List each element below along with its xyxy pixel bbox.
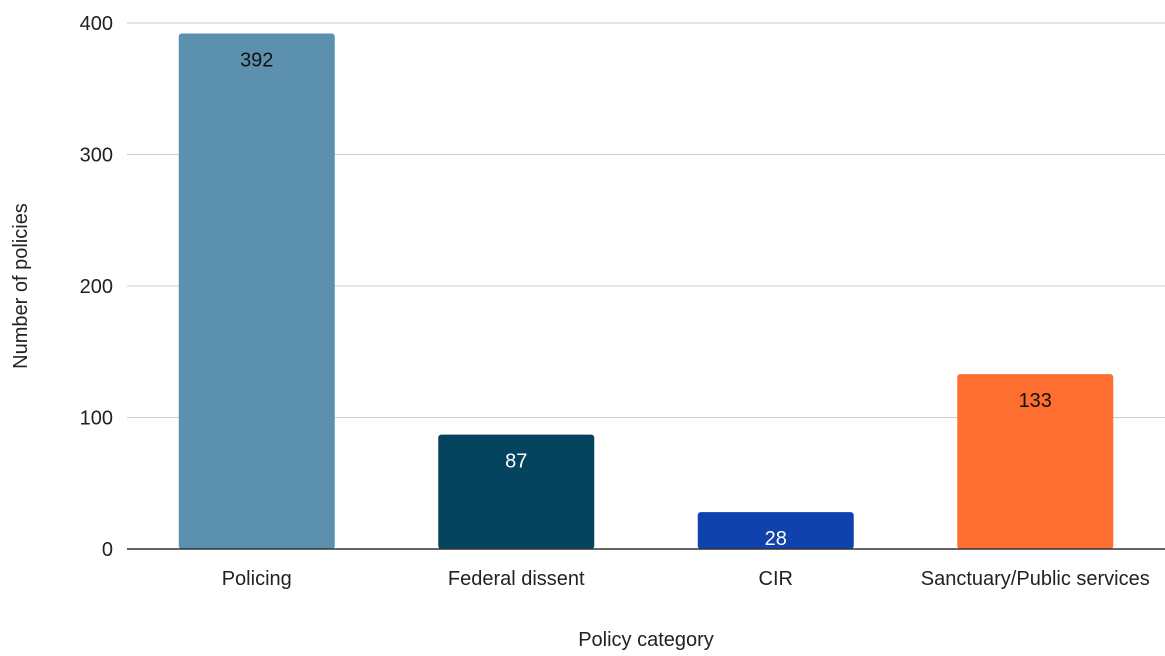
y-tick-label: 300 [80,145,113,167]
y-axis-ticks: 0 100 200 300 400 [80,13,113,561]
y-tick-label: 200 [80,276,113,298]
y-tick-label: 400 [80,13,113,35]
x-axis-ticks: Policing Federal dissent CIR Sanctuary/Publ… [222,568,1150,590]
x-tick-label: CIR [759,568,793,590]
data-label: 392 [240,50,273,72]
bars [178,33,1114,549]
x-tick-label: Sanctuary/Public services [921,568,1150,590]
x-tick-label: Federal dissent [448,568,585,590]
x-tick-label: Policing [222,568,292,590]
data-label: 87 [505,451,527,473]
y-tick-label: 0 [102,539,113,561]
y-tick-label: 100 [80,408,113,430]
bar-cir [697,512,854,549]
x-axis-title: Policy category [578,629,714,651]
y-axis-title: Number of policies [10,203,32,369]
data-labels: 392 87 28 133 [240,50,1052,551]
bar-federal-dissent [438,434,595,549]
data-label: 28 [765,528,787,550]
bar-sanctuary-public-services [957,374,1114,549]
bar-policing [178,33,335,549]
data-label: 133 [1019,390,1052,412]
